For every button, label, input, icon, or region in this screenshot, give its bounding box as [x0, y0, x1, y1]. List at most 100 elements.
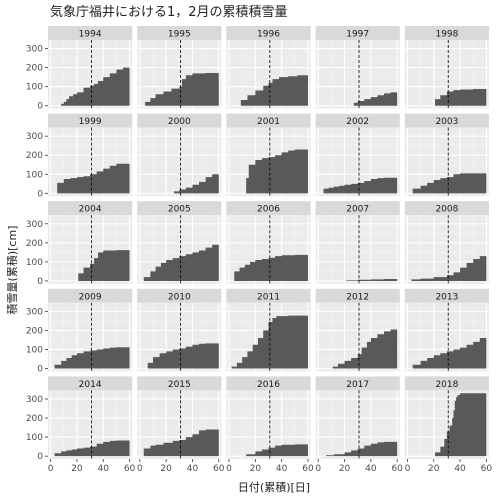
snow-area-1998 — [407, 88, 487, 106]
snow-area-1994 — [50, 66, 130, 106]
facet-label: 2003 — [435, 117, 458, 127]
y-tick-label: 100 — [26, 170, 43, 180]
y-tick-label: 300 — [26, 45, 43, 55]
facet-label: 2006 — [257, 205, 280, 215]
facet-panel-2015: 2015 0 20 40 60 — [137, 376, 225, 474]
facet-label: 2000 — [168, 117, 191, 127]
snow-area-2005 — [139, 240, 219, 281]
facet-panel-2007: 2007 — [315, 201, 400, 284]
snow-area-2010 — [139, 343, 219, 369]
x-tick-label: 20 — [250, 464, 262, 474]
snow-area-1997 — [318, 92, 398, 106]
snow-area-2015 — [139, 429, 219, 457]
x-tick-label: 20 — [160, 464, 172, 474]
x-tick-label: 40 — [98, 464, 110, 474]
facet-label: 2017 — [346, 380, 369, 390]
y-tick-label: 0 — [37, 452, 43, 462]
x-tick-label: 20 — [339, 464, 351, 474]
facet-strip — [315, 201, 400, 216]
facet-panel-2014: 2014 0 100 200 300 0 20 40 60 — [26, 376, 136, 474]
facet-strip — [226, 26, 311, 40]
snow-area-2018 — [407, 392, 487, 457]
facet-label: 1997 — [346, 30, 369, 40]
facet-label: 2016 — [257, 380, 280, 390]
facet-label: 2004 — [79, 205, 102, 215]
facet-strip — [315, 288, 400, 303]
facet-panel-2000: 2000 — [137, 113, 222, 197]
y-tick-label: 100 — [26, 83, 43, 93]
facet-panel-2008: 2008 — [404, 201, 489, 284]
facet-label: 1999 — [79, 117, 102, 127]
facet-panel-2018: 2018 0 20 40 60 — [405, 376, 493, 474]
snow-area-2002 — [318, 177, 398, 194]
y-tick-label: 300 — [26, 220, 43, 230]
facet-strip — [226, 288, 311, 303]
y-tick-label: 300 — [26, 307, 43, 317]
y-tick-label: 100 — [26, 345, 43, 355]
snow-area-2012 — [318, 328, 398, 369]
snow-area-1999 — [50, 162, 130, 194]
snow-area-2016 — [229, 444, 308, 457]
facet-panel-2006: 2006 — [226, 201, 311, 284]
y-tick-label: 200 — [26, 239, 43, 249]
facet-panel-1998: 1998 — [404, 26, 489, 109]
snow-area-2001 — [229, 149, 308, 194]
facet-label: 2012 — [346, 292, 369, 302]
y-tick-label: 0 — [37, 365, 43, 375]
snow-area-2007 — [318, 278, 398, 281]
facet-label: 2014 — [79, 380, 102, 390]
x-tick-label: 0 — [48, 464, 54, 474]
facet-panel-2001: 2001 — [226, 113, 311, 197]
facet-strip — [226, 201, 311, 216]
facet-panel-2010: 2010 — [137, 288, 222, 372]
facet-label: 1996 — [257, 30, 280, 40]
facet-strip — [48, 288, 133, 303]
snow-area-2008 — [407, 255, 487, 281]
facet-panel-1994: 1994 0 100 200 300 — [26, 26, 133, 112]
facet-strip — [226, 113, 311, 128]
x-tick-label: 0 — [137, 464, 143, 474]
chart-title: 気象庁福井における1，2月の累積積雪量 — [50, 4, 288, 20]
facet-strip — [48, 26, 133, 40]
snow-area-2009 — [50, 347, 130, 369]
x-tick-label: 20 — [428, 464, 440, 474]
facet-strip — [404, 26, 489, 40]
facet-strip — [404, 288, 489, 303]
x-axis-title: 日付(累積)[日] — [238, 480, 310, 494]
facet-strip — [315, 113, 400, 128]
facet-panel-2012: 2012 — [315, 288, 400, 372]
x-tick-label: 60 — [124, 464, 136, 474]
snow-area-1996 — [229, 74, 308, 106]
x-tick-label: 60 — [213, 464, 225, 474]
x-tick-label: 0 — [226, 464, 232, 474]
facet-label: 2005 — [168, 205, 191, 215]
facet-strip — [137, 201, 222, 216]
y-tick-label: 100 — [26, 433, 43, 443]
facet-panel-2013: 2013 — [404, 288, 489, 372]
facet-label: 1995 — [168, 30, 191, 40]
facet-panel-1999: 1999 0 100 200 300 — [26, 113, 133, 199]
facet-label: 2013 — [435, 292, 458, 302]
y-tick-label: 100 — [26, 258, 43, 268]
x-tick-label: 60 — [481, 464, 493, 474]
facet-panel-2002: 2002 — [315, 113, 400, 197]
facet-strip — [315, 26, 400, 40]
facet-strip — [137, 376, 222, 391]
snow-area-2004 — [50, 250, 130, 281]
snow-area-2003 — [407, 173, 487, 194]
facet-strip — [315, 376, 400, 391]
x-tick-label: 40 — [276, 464, 288, 474]
facet-strip — [226, 376, 311, 391]
facet-label: 2015 — [168, 380, 191, 390]
snow-area-2014 — [50, 440, 130, 457]
y-tick-label: 200 — [26, 326, 43, 336]
facet-panel-2011: 2011 — [226, 288, 311, 372]
snow-area-2006 — [229, 254, 308, 281]
facet-panel-2016: 2016 0 20 40 60 — [226, 376, 314, 474]
facet-label: 2008 — [435, 205, 458, 215]
facet-strip — [48, 376, 133, 391]
facet-panel-1995: 1995 — [137, 26, 222, 109]
facet-label: 2010 — [168, 292, 191, 302]
facet-label: 2001 — [257, 117, 280, 127]
